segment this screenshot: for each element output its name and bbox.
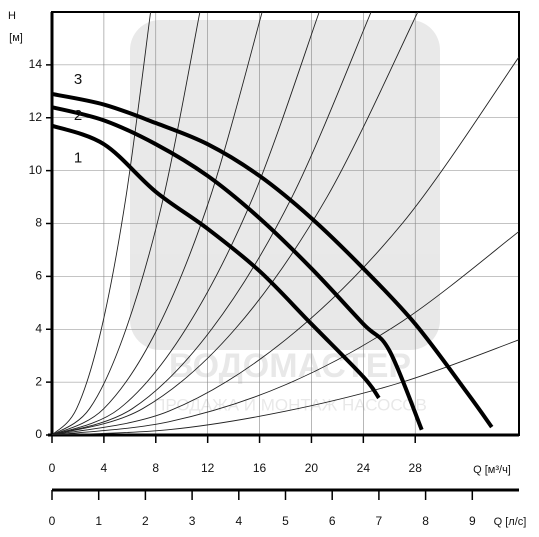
system-curve [52, 12, 263, 435]
x-tick-label: 16 [253, 461, 267, 475]
x-tick-label: 4 [101, 461, 108, 475]
system-curve [52, 12, 152, 435]
y-tick-label: 4 [35, 321, 42, 335]
system-curve [52, 56, 519, 435]
x2-axis-label: Q [л/с] [494, 516, 527, 528]
x2-tick-label: 5 [282, 514, 289, 528]
x2-tick-label: 3 [189, 514, 196, 528]
x-tick-label: 0 [49, 461, 56, 475]
y-tick-label: 8 [35, 216, 42, 230]
curve-label: 2 [74, 107, 82, 124]
y-tick-label: 12 [29, 110, 43, 124]
curve-label: 3 [74, 71, 82, 88]
y-tick-label: 14 [29, 57, 43, 71]
system-curve [52, 231, 519, 435]
system-curve [52, 12, 419, 435]
y-axis-unit: [м] [9, 32, 23, 44]
x2-tick-label: 8 [422, 514, 429, 528]
x-tick-label: 12 [201, 461, 215, 475]
x2-tick-label: 6 [329, 514, 336, 528]
y-tick-label: 0 [35, 427, 42, 441]
x2-tick-label: 1 [95, 514, 102, 528]
y-tick-label: 6 [35, 269, 42, 283]
x-tick-label: 20 [305, 461, 319, 475]
system-curve [52, 12, 320, 435]
x2-tick-label: 4 [235, 514, 242, 528]
system-curve [52, 12, 372, 435]
curve-label: 1 [74, 150, 82, 167]
x2-tick-label: 9 [469, 514, 476, 528]
x-axis-label: Q [м³/ч] [473, 464, 511, 476]
x2-tick-label: 2 [142, 514, 149, 528]
watermark-title: ВОДОМАСТЕР [169, 347, 411, 385]
x-tick-label: 28 [409, 461, 423, 475]
pump-curve [51, 123, 381, 400]
pump-curve [51, 105, 424, 431]
x-tick-label: 24 [357, 461, 371, 475]
y-tick-label: 10 [29, 163, 43, 177]
watermark-subtitle: ПРОДАЖА И МОНТАЖ НАСОСОВ [153, 395, 427, 414]
x-tick-label: 8 [152, 461, 159, 475]
pump-curve [51, 91, 494, 429]
x2-tick-label: 7 [376, 514, 383, 528]
y-tick-label: 2 [35, 374, 42, 388]
x2-tick-label: 0 [49, 514, 56, 528]
y-axis-label: H [8, 10, 16, 22]
system-curve [52, 12, 201, 435]
